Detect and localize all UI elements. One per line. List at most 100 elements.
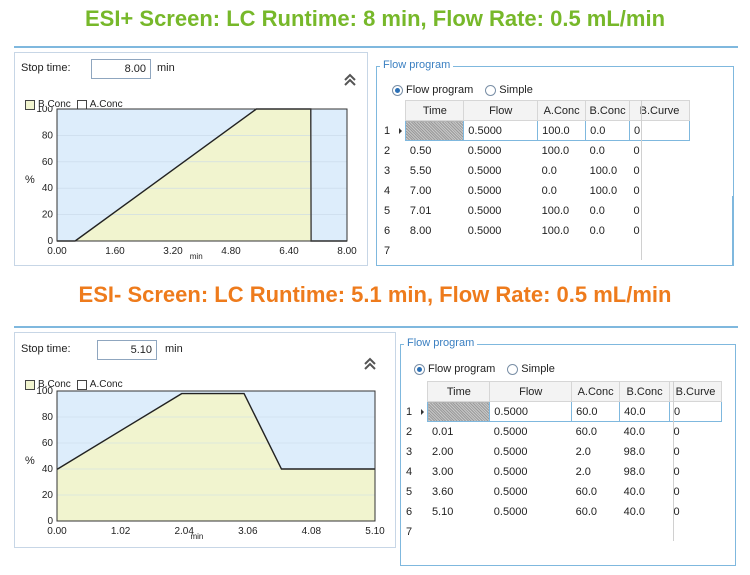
cell-a-conc[interactable]: 60.0 bbox=[575, 425, 598, 438]
cell-flow[interactable]: 0.5000 bbox=[493, 505, 528, 518]
cell-flow[interactable]: 0.5000 bbox=[467, 224, 502, 237]
cell-b-conc[interactable]: 0.0 bbox=[589, 224, 605, 237]
table-row[interactable]: 3 2.00 0.5000 2.0 98.0 0 bbox=[406, 442, 722, 462]
cell-flow[interactable]: 0.5000 bbox=[493, 445, 528, 458]
table-row[interactable]: 3 5.50 0.5000 0.0 100.0 0 bbox=[384, 161, 690, 181]
table-row[interactable]: 4 3.00 0.5000 2.0 98.0 0 bbox=[406, 462, 722, 482]
col-flow[interactable]: Flow bbox=[463, 100, 539, 121]
a-conc-checkbox[interactable] bbox=[76, 379, 87, 390]
cell-b-curve[interactable] bbox=[670, 522, 722, 542]
cell-b-conc[interactable]: 0.0 bbox=[589, 204, 605, 217]
cell-time[interactable]: 0.50 bbox=[409, 144, 432, 157]
cell-flow[interactable]: 0.5000 bbox=[467, 144, 502, 157]
cell-b-conc[interactable]: 40.0 bbox=[619, 401, 671, 422]
cell-flow[interactable]: 0.5000 bbox=[467, 164, 502, 177]
cell-b-curve[interactable]: 0 bbox=[673, 505, 680, 518]
cell-b-curve[interactable]: 0 bbox=[629, 120, 690, 141]
simple-radio[interactable] bbox=[485, 84, 497, 96]
flow-program-radio[interactable] bbox=[414, 363, 425, 375]
simple-radio[interactable] bbox=[507, 363, 519, 375]
cell-time[interactable]: 7.01 bbox=[409, 204, 432, 217]
cell-a-conc[interactable]: 100.0 bbox=[541, 224, 570, 237]
cell-b-curve[interactable]: 0 bbox=[633, 164, 640, 177]
cell-time[interactable]: 3.60 bbox=[431, 485, 454, 498]
cell-a-conc[interactable]: 60.0 bbox=[575, 505, 598, 518]
cell-flow[interactable] bbox=[464, 241, 538, 261]
col-time[interactable]: Time bbox=[405, 100, 465, 121]
cell-flow[interactable]: 0.5000 bbox=[493, 425, 528, 438]
cell-flow[interactable] bbox=[490, 522, 572, 542]
cell-time[interactable]: 5.10 bbox=[431, 505, 454, 518]
b-conc-checkbox[interactable] bbox=[25, 99, 35, 110]
col-b-curve[interactable]: B.Curve bbox=[629, 100, 690, 121]
cell-a-conc[interactable]: 0.0 bbox=[541, 184, 557, 197]
table-row[interactable]: 1 0.5000 60.0 40.0 0 bbox=[406, 401, 722, 422]
cell-flow[interactable]: 0.5000 bbox=[493, 465, 528, 478]
stop-time-input[interactable]: 5.10 bbox=[97, 340, 157, 360]
collapse-icon[interactable] bbox=[363, 357, 377, 371]
table-row[interactable]: 5 3.60 0.5000 60.0 40.0 0 bbox=[406, 482, 722, 502]
table-row[interactable]: 1 0.5000 100.0 0.0 0 bbox=[384, 120, 690, 141]
cell-a-conc[interactable]: 2.0 bbox=[575, 445, 591, 458]
cell-b-conc[interactable] bbox=[620, 522, 670, 542]
cell-a-conc[interactable]: 100.0 bbox=[541, 204, 570, 217]
cell-b-curve[interactable]: 0 bbox=[673, 425, 680, 438]
table-row[interactable]: 5 7.01 0.5000 100.0 0.0 0 bbox=[384, 201, 690, 221]
table-row[interactable]: 4 7.00 0.5000 0.0 100.0 0 bbox=[384, 181, 690, 201]
cell-b-conc[interactable]: 100.0 bbox=[589, 164, 618, 177]
cell-a-conc[interactable] bbox=[572, 522, 620, 542]
cell-b-curve[interactable]: 0 bbox=[673, 465, 680, 478]
cell-flow[interactable]: 0.5000 bbox=[493, 485, 528, 498]
cell-b-conc[interactable]: 98.0 bbox=[623, 465, 645, 478]
cell-b-curve[interactable]: 0 bbox=[673, 445, 680, 458]
table-row[interactable]: 6 5.10 0.5000 60.0 40.0 0 bbox=[406, 502, 722, 522]
b-conc-checkbox[interactable] bbox=[25, 379, 35, 390]
cell-flow[interactable]: 0.5000 bbox=[463, 120, 539, 141]
cell-a-conc[interactable]: 2.0 bbox=[575, 465, 591, 478]
cell-a-conc[interactable]: 100.0 bbox=[537, 120, 587, 141]
cell-time[interactable] bbox=[405, 120, 465, 141]
table-row[interactable]: 2 0.50 0.5000 100.0 0.0 0 bbox=[384, 141, 690, 161]
cell-b-conc[interactable]: 40.0 bbox=[623, 485, 645, 498]
cell-b-curve[interactable]: 0 bbox=[673, 485, 680, 498]
stop-time-input[interactable]: 8.00 bbox=[91, 59, 151, 79]
cell-b-conc[interactable] bbox=[586, 241, 630, 261]
cell-time[interactable] bbox=[406, 241, 464, 261]
cell-b-curve[interactable] bbox=[630, 241, 690, 261]
cell-time[interactable]: 7.00 bbox=[409, 184, 432, 197]
cell-b-curve[interactable]: 0 bbox=[633, 224, 640, 237]
col-a-conc[interactable]: A.Conc bbox=[537, 100, 587, 121]
cell-b-curve[interactable]: 0 bbox=[633, 204, 640, 217]
cell-a-conc[interactable]: 0.0 bbox=[541, 164, 557, 177]
cell-time[interactable]: 5.50 bbox=[409, 164, 432, 177]
cell-time[interactable]: 3.00 bbox=[431, 465, 454, 478]
table-row[interactable]: 7 bbox=[406, 522, 722, 542]
cell-a-conc[interactable]: 60.0 bbox=[571, 401, 621, 422]
table-row[interactable]: 2 0.01 0.5000 60.0 40.0 0 bbox=[406, 422, 722, 442]
flow-program-radio[interactable] bbox=[392, 84, 403, 96]
cell-time[interactable]: 8.00 bbox=[409, 224, 432, 237]
col-b-conc[interactable]: B.Conc bbox=[585, 100, 631, 121]
table-row[interactable]: 6 8.00 0.5000 100.0 0.0 0 bbox=[384, 221, 690, 241]
cell-time[interactable]: 2.00 bbox=[431, 445, 454, 458]
cell-b-conc[interactable]: 40.0 bbox=[623, 425, 645, 438]
cell-b-curve[interactable]: 0 bbox=[669, 401, 722, 422]
cell-a-conc[interactable]: 100.0 bbox=[541, 144, 570, 157]
col-b-curve[interactable]: B.Curve bbox=[669, 381, 722, 402]
cell-a-conc[interactable] bbox=[538, 241, 586, 261]
cell-a-conc[interactable]: 60.0 bbox=[575, 485, 598, 498]
cell-b-conc[interactable]: 0.0 bbox=[585, 120, 631, 141]
col-b-conc[interactable]: B.Conc bbox=[619, 381, 671, 402]
col-time[interactable]: Time bbox=[427, 381, 491, 402]
cell-b-curve[interactable]: 0 bbox=[633, 144, 640, 157]
cell-flow[interactable]: 0.5000 bbox=[489, 401, 573, 422]
col-a-conc[interactable]: A.Conc bbox=[571, 381, 621, 402]
cell-time[interactable] bbox=[427, 401, 491, 422]
cell-flow[interactable]: 0.5000 bbox=[467, 204, 502, 217]
cell-time[interactable]: 0.01 bbox=[431, 425, 454, 438]
cell-flow[interactable]: 0.5000 bbox=[467, 184, 502, 197]
cell-b-conc[interactable]: 98.0 bbox=[623, 445, 645, 458]
cell-b-conc[interactable]: 0.0 bbox=[589, 144, 605, 157]
cell-b-conc[interactable]: 40.0 bbox=[623, 505, 645, 518]
collapse-icon[interactable] bbox=[343, 73, 357, 87]
